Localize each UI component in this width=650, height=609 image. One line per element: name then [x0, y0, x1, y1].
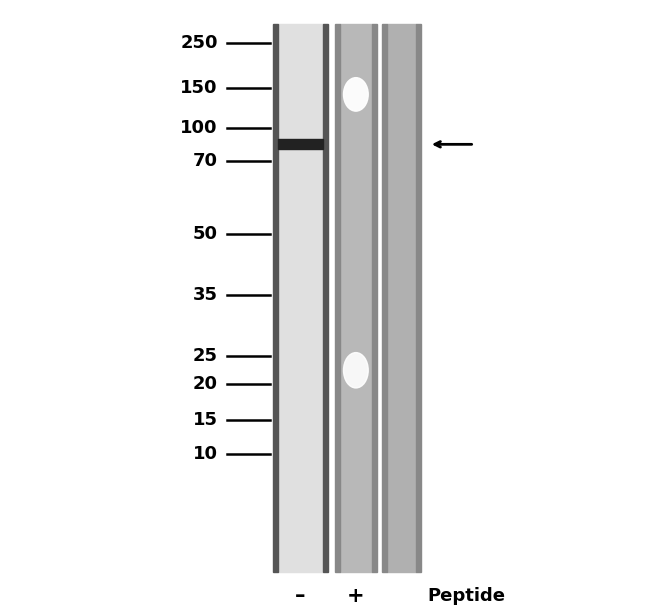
Bar: [382, 24, 387, 572]
Text: Peptide: Peptide: [428, 586, 506, 605]
Text: 25: 25: [193, 347, 218, 365]
Bar: [335, 24, 340, 572]
Text: 10: 10: [193, 445, 218, 463]
Text: 20: 20: [193, 375, 218, 393]
Bar: [323, 24, 328, 572]
Bar: [278, 24, 323, 572]
Text: 50: 50: [193, 225, 218, 244]
Bar: [416, 24, 421, 572]
Bar: [278, 139, 323, 149]
Text: 100: 100: [180, 119, 218, 137]
Text: 70: 70: [193, 152, 218, 171]
Ellipse shape: [343, 353, 368, 388]
Bar: [340, 24, 372, 572]
Text: 35: 35: [193, 286, 218, 304]
Bar: [273, 24, 278, 572]
Text: 250: 250: [180, 33, 218, 52]
Ellipse shape: [343, 78, 368, 111]
Text: 15: 15: [193, 411, 218, 429]
Text: +: +: [347, 586, 365, 605]
Text: –: –: [295, 586, 306, 605]
Bar: [387, 24, 416, 572]
Bar: [372, 24, 377, 572]
Text: 150: 150: [180, 79, 218, 97]
